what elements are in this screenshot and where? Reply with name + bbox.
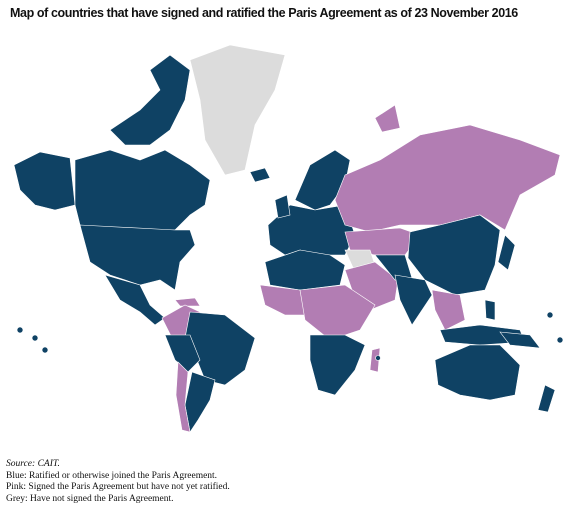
pacific-island: [546, 311, 554, 319]
pacific-island: [556, 336, 564, 344]
chile: [175, 361, 191, 433]
usa: [79, 224, 196, 291]
philippines: [484, 299, 496, 321]
map-title: Map of countries that have signed and ra…: [10, 6, 518, 20]
scandinavia: [294, 149, 351, 211]
legend-note: Pink: Signed the Paris Agreement but hav…: [6, 482, 230, 492]
new-zealand: [537, 384, 556, 413]
north-africa: [264, 249, 346, 291]
legend-note: Blue: Ratified or otherwise joined the P…: [6, 470, 218, 481]
greenland: [189, 44, 286, 176]
notes: Source: CAIT. Blue: Ratified or otherwis…: [6, 459, 230, 505]
japan: [497, 234, 516, 271]
mexico: [104, 274, 166, 326]
india: [394, 274, 433, 326]
peru-bolivia: [164, 334, 201, 373]
arctic-russia: [374, 104, 401, 133]
madagascar: [369, 347, 381, 373]
pacific-island: [31, 334, 39, 342]
pacific-island: [41, 346, 49, 354]
southeast-asia: [431, 289, 466, 331]
australia: [434, 344, 521, 401]
china: [407, 214, 501, 296]
new-guinea: [499, 331, 541, 349]
arctic-islands: [109, 54, 191, 146]
source-note: Source: CAIT.: [6, 459, 60, 469]
pacific-island: [16, 326, 24, 334]
argentina: [184, 371, 216, 433]
iceland: [249, 167, 271, 183]
uk: [274, 194, 291, 219]
world-map: [13, 44, 564, 433]
russia: [334, 124, 561, 233]
legend-note: Grey: Have not signed the Paris Agreemen…: [6, 493, 174, 504]
island: [375, 355, 381, 361]
southern-africa: [309, 334, 366, 396]
canada: [74, 149, 211, 231]
west-africa: [259, 284, 306, 316]
europe: [267, 204, 356, 256]
central-africa: [299, 284, 376, 341]
alaska: [13, 151, 76, 211]
caribbean: [174, 297, 201, 307]
